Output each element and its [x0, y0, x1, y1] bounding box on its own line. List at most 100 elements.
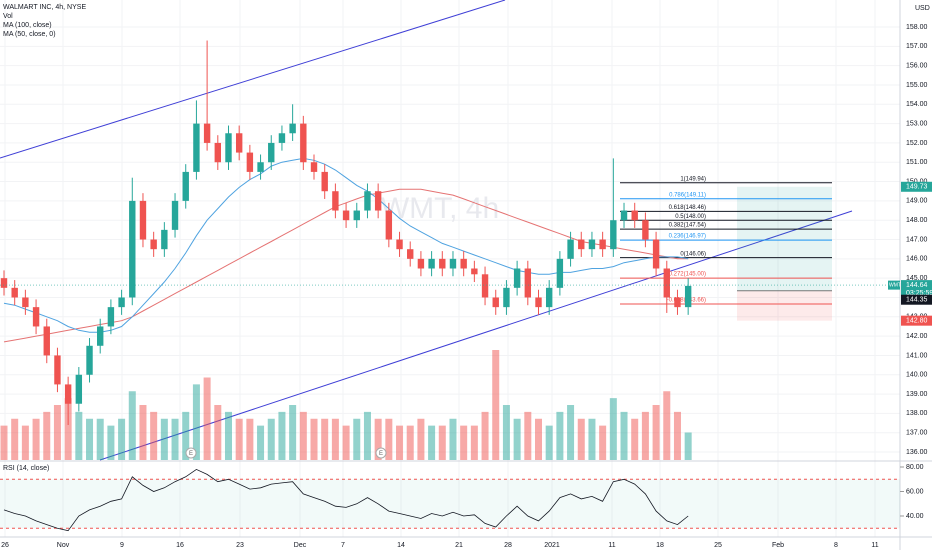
candle-body: [257, 162, 264, 172]
volume-bar: [32, 418, 40, 460]
volume-bar: [449, 418, 457, 460]
y-tick-label: 145.00: [906, 275, 928, 282]
candle-body: [321, 171, 328, 192]
volume-bar: [460, 425, 468, 460]
y-tick-label: 138.00: [906, 410, 928, 417]
y-tick-label: 141.00: [906, 352, 928, 359]
volume-bar: [150, 411, 158, 460]
price-tag-label: 149.73: [906, 184, 928, 191]
volume-bar: [331, 418, 339, 460]
x-tick-label: 21: [455, 542, 463, 549]
candle-body: [364, 191, 371, 211]
candle-body: [289, 123, 296, 134]
volume-bar: [267, 418, 275, 460]
event-label: E: [189, 451, 193, 457]
y-tick-label: 151.00: [906, 159, 928, 166]
volume-bar: [75, 411, 83, 460]
event-icon: [185, 447, 197, 459]
volume-bar: [214, 405, 222, 460]
rsi-tick-label: 40.00: [906, 513, 924, 520]
volume-bar: [192, 384, 200, 460]
candle-body: [545, 287, 553, 308]
x-tick-label: Nov: [57, 542, 70, 549]
legend-indicator: MA (50, close, 0): [3, 31, 56, 38]
volume-bar: [246, 418, 254, 460]
y-tick-label: 137.00: [906, 430, 928, 437]
legend-indicator: Vol: [3, 13, 13, 20]
volume-bar: [257, 425, 265, 460]
candle-body: [300, 123, 307, 163]
volume-bar: [160, 418, 168, 460]
y-tick-label: 136.00: [906, 449, 928, 456]
volume-bar: [396, 425, 404, 460]
volume-bar: [86, 418, 94, 460]
candle-body: [64, 384, 72, 404]
y-tick-label: 153.00: [906, 120, 928, 127]
candle-body: [75, 374, 83, 404]
volume-bar: [11, 418, 19, 460]
x-tick-label: 9: [120, 542, 124, 549]
volume-bar: [182, 411, 190, 460]
volume-bar: [203, 377, 211, 460]
candle-body: [674, 297, 681, 308]
x-tick-label: 28: [504, 542, 512, 549]
candle-body: [374, 191, 382, 211]
candle-body: [310, 162, 318, 172]
rsi-band: [0, 479, 900, 529]
y-tick-label: 156.00: [906, 62, 928, 69]
volume-bar: [599, 425, 607, 460]
candle-body: [407, 249, 414, 259]
y-tick-label: 157.00: [906, 43, 928, 50]
candle-body: [417, 258, 425, 269]
candle-body: [385, 210, 393, 240]
rsi-tick-label: 60.00: [906, 488, 924, 495]
legend-indicator: MA (100, close): [3, 22, 52, 29]
x-tick-label: 11: [871, 542, 878, 549]
volume-bar: [620, 411, 628, 460]
volume-bar: [342, 425, 350, 460]
candle-body: [342, 210, 350, 221]
candle-body: [631, 210, 638, 221]
volume-bar: [363, 411, 371, 460]
volume-bar: [673, 411, 681, 460]
volume-bar: [289, 405, 297, 460]
volume-bar: [21, 425, 29, 460]
fib-label: 1(149.94): [680, 176, 706, 182]
candle-body: [107, 307, 115, 327]
candle-body: [535, 297, 542, 308]
y-tick-label: 148.00: [906, 217, 928, 224]
volume-bar: [513, 418, 521, 460]
candle-body: [684, 285, 692, 308]
candle-body: [332, 191, 339, 211]
price-tag: [901, 315, 932, 326]
fib-label: 0(146.06): [680, 251, 706, 257]
candle-body: [449, 258, 457, 269]
volume-bar: [631, 418, 639, 460]
y-tick-label: 149.00: [906, 198, 928, 205]
volume-bar: [481, 411, 489, 460]
volume-bar: [588, 418, 596, 460]
x-tick-label: 7: [341, 542, 345, 549]
volume-bar: [139, 405, 147, 460]
candle-body: [439, 258, 446, 269]
x-tick-label: Dec: [294, 542, 307, 549]
candle-body: [11, 287, 18, 298]
rsi-line: [3, 468, 689, 532]
candle-body: [235, 133, 243, 153]
stop-zone: [737, 290, 832, 321]
y-tick-label: 140.00: [906, 372, 928, 379]
volume-bar: [502, 405, 510, 460]
y-tick-label: 147.00: [906, 236, 928, 243]
candle-body: [524, 268, 532, 298]
candle-body: [97, 326, 104, 346]
symbol-label: WMT: [889, 282, 901, 288]
volume-bar: [118, 418, 126, 460]
candle-body: [620, 210, 628, 221]
candle-body: [246, 152, 254, 172]
candle-body: [652, 239, 660, 269]
fib-label: 0.786(149.11): [669, 192, 706, 198]
candle-body: [43, 326, 50, 356]
currency: USD: [915, 5, 930, 12]
volume-bar: [609, 398, 617, 460]
fib-label: 0.618(148.46): [669, 205, 706, 211]
